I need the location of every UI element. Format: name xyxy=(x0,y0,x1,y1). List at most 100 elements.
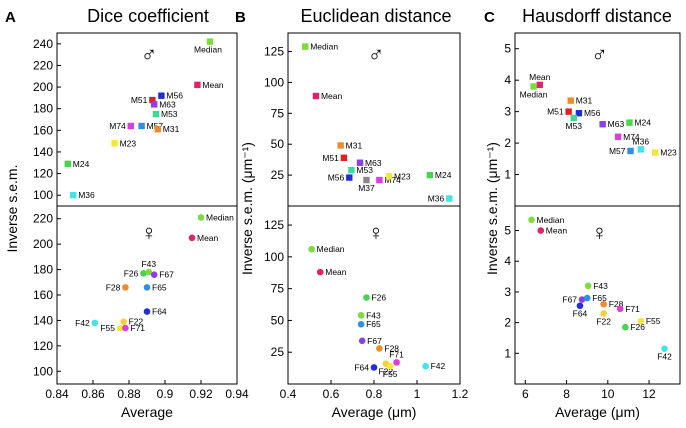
data-point xyxy=(357,320,365,328)
data-point xyxy=(122,284,129,291)
y-tick-label: 220 xyxy=(33,58,53,72)
data-label: M57 xyxy=(147,121,164,131)
x-tick-label: 0.92 xyxy=(189,387,213,401)
data-label: F42 xyxy=(431,361,446,371)
data-label: Mean xyxy=(202,80,224,90)
data-label: F55 xyxy=(646,316,661,326)
data-label: M63 xyxy=(608,119,625,129)
data-point xyxy=(151,101,158,108)
data-label: F55 xyxy=(383,369,398,379)
data-point xyxy=(626,119,633,126)
data-label: M51 xyxy=(322,153,339,163)
y-tick-label: 200 xyxy=(33,237,53,251)
data-label: F55 xyxy=(100,323,115,333)
x-tick-label: 1 xyxy=(414,387,421,401)
x-tick-label: 0.8 xyxy=(366,387,383,401)
data-point xyxy=(348,166,355,174)
y-tick-label: 160 xyxy=(33,288,53,302)
data-label: M36 xyxy=(633,136,650,146)
data-label: F28 xyxy=(384,343,399,353)
data-point xyxy=(150,271,158,278)
y-tick-label: 140 xyxy=(33,313,53,327)
y-axis-label: Inverse s.e.m. (μm⁻¹) xyxy=(239,142,255,275)
y-tick-label: 1 xyxy=(504,168,511,182)
data-label: F43 xyxy=(593,281,608,291)
y-tick-label: 3 xyxy=(504,285,511,299)
data-point xyxy=(661,345,668,353)
data-label: M74 xyxy=(109,121,126,131)
data-label: Mean xyxy=(529,72,551,82)
data-point xyxy=(356,159,364,166)
data-point xyxy=(376,345,383,352)
panel-letter: C xyxy=(484,9,495,26)
panel-A: Dice coefficient A Average Inverse s.e.m. ♂ ♀… xyxy=(4,6,249,420)
y-axis-label: Inverse s.e.m. xyxy=(4,165,20,253)
male-symbol: ♂ xyxy=(141,42,158,67)
panel-letter: A xyxy=(5,9,16,26)
data-label: M31 xyxy=(576,96,593,106)
data-label: M23 xyxy=(660,148,677,158)
data-point xyxy=(600,310,607,317)
y-tick-label: 100 xyxy=(33,188,53,202)
x-axis-label: Average xyxy=(121,404,173,420)
data-point xyxy=(422,362,429,370)
data-point xyxy=(376,176,383,184)
data-label: M51 xyxy=(547,107,564,117)
data-label: M24 xyxy=(634,118,651,128)
data-point xyxy=(537,227,545,234)
data-label: M56 xyxy=(328,173,345,183)
data-label: M56 xyxy=(584,108,601,118)
data-label: F22 xyxy=(129,317,144,327)
data-point xyxy=(627,147,634,155)
data-label: F65 xyxy=(152,282,167,292)
data-point xyxy=(358,337,366,345)
y-tick-label: 1 xyxy=(504,346,511,360)
data-point xyxy=(600,300,607,308)
data-point xyxy=(91,319,99,327)
female-symbol: ♀ xyxy=(141,220,158,245)
data-point xyxy=(302,43,309,50)
data-label: Mean xyxy=(197,233,219,243)
y-tick-label: 75 xyxy=(271,106,285,120)
data-point xyxy=(614,133,622,140)
data-label: Median xyxy=(194,45,222,55)
data-point xyxy=(197,214,205,221)
panel-B: Euclidean distance B Average (μm) Inverse s… xyxy=(235,6,469,420)
x-tick-label: 0.9 xyxy=(157,387,174,401)
data-label: Mean xyxy=(546,226,568,236)
data-point xyxy=(316,268,324,276)
data-label: F26 xyxy=(371,293,386,303)
data-label: F64 xyxy=(152,307,167,317)
data-point xyxy=(578,296,586,303)
data-label: F67 xyxy=(562,295,577,305)
x-tick-label: 1.2 xyxy=(452,387,469,401)
data-point xyxy=(346,174,353,181)
y-tick-label: 180 xyxy=(33,102,53,116)
plot-frame-female xyxy=(514,205,681,385)
y-tick-label: 5 xyxy=(504,224,511,238)
data-label: F64 xyxy=(573,309,588,319)
data-label: Median xyxy=(310,42,338,52)
data-label: M74 xyxy=(623,132,640,142)
y-tick-label: 125 xyxy=(264,218,284,232)
data-point xyxy=(312,92,320,100)
x-tick-label: 0.4 xyxy=(280,387,297,401)
data-point xyxy=(194,81,201,89)
data-point xyxy=(206,38,214,45)
x-tick-label: 0.6 xyxy=(323,387,340,401)
y-tick-label: 180 xyxy=(33,263,53,277)
data-label: F64 xyxy=(354,362,369,372)
x-tick-label: 8 xyxy=(563,387,570,401)
data-label: Mean xyxy=(321,91,343,101)
data-point xyxy=(567,97,574,104)
data-point xyxy=(138,122,145,130)
y-tick-label: 5 xyxy=(504,42,511,56)
y-tick-label: 25 xyxy=(271,345,285,359)
y-tick-label: 240 xyxy=(33,37,53,51)
data-point xyxy=(370,364,378,371)
data-point xyxy=(337,142,344,149)
data-label: F43 xyxy=(141,259,156,269)
y-tick-label: 120 xyxy=(33,339,53,353)
data-point xyxy=(576,302,584,310)
